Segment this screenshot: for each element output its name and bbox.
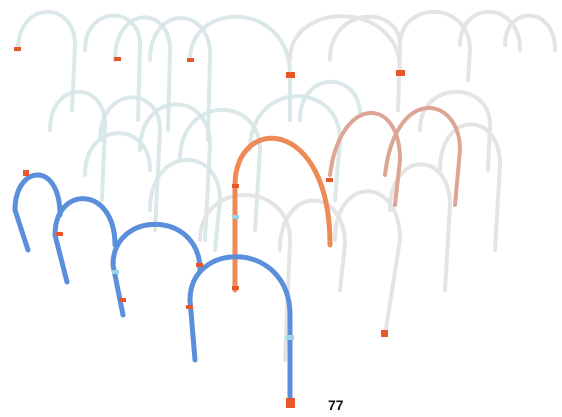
background-arcs	[18, 12, 555, 360]
visualization: 77	[0, 0, 562, 417]
highlighted-arcs	[15, 108, 460, 405]
point-label: 77	[328, 397, 344, 413]
